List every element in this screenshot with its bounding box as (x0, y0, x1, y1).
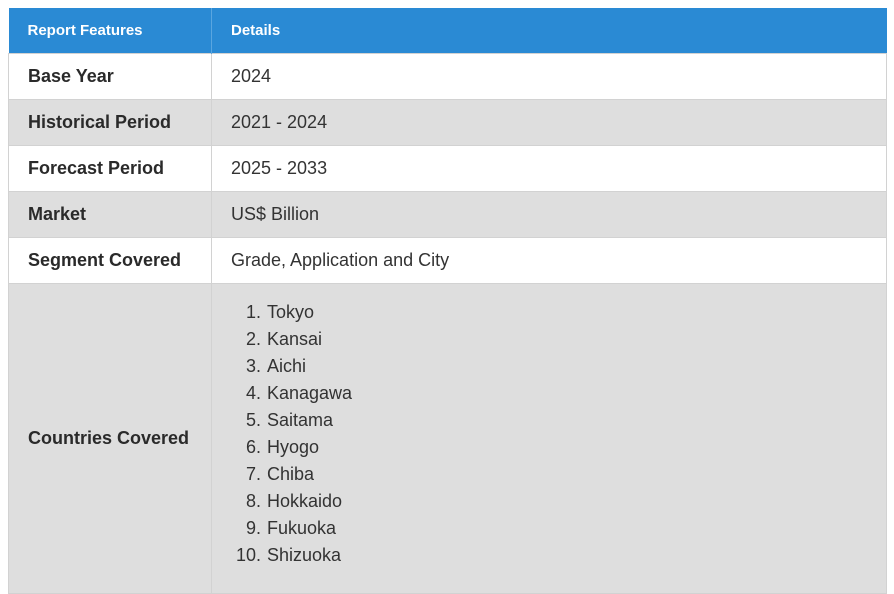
list-item: Aichi (246, 353, 307, 380)
detail-value: 2024 (211, 52, 887, 100)
table-row-countries-covered: Countries Covered Tokyo Kansai Aichi Kan… (8, 282, 887, 594)
feature-label: Base Year (8, 52, 212, 100)
list-item: Fukuoka (246, 515, 337, 542)
detail-value: Grade, Application and City (211, 236, 887, 284)
list-item: Kanagawa (246, 380, 353, 407)
table-row-segment-covered: Segment Covered Grade, Application and C… (8, 236, 887, 284)
header-report-features: Report Features (8, 8, 212, 53)
report-features-table: Report Features Details Base Year 2024 H… (8, 8, 887, 594)
feature-label: Countries Covered (8, 282, 212, 594)
list-item: Hyogo (246, 434, 320, 461)
table-row-historical-period: Historical Period 2021 - 2024 (8, 98, 887, 146)
feature-label: Forecast Period (8, 144, 212, 192)
list-item: Hokkaido (246, 488, 343, 515)
feature-label: Market (8, 190, 212, 238)
table-row-base-year: Base Year 2024 (8, 52, 887, 100)
detail-value: 2025 - 2033 (211, 144, 887, 192)
list-item: Kansai (246, 326, 323, 353)
detail-value: 2021 - 2024 (211, 98, 887, 146)
table-row-market: Market US$ Billion (8, 190, 887, 238)
table-header-row: Report Features Details (8, 8, 887, 53)
cities-list: Tokyo Kansai Aichi Kanagawa Saitama Hyog… (231, 289, 886, 587)
header-details: Details (211, 8, 887, 53)
list-item: Shizuoka (236, 542, 342, 569)
list-item: Saitama (246, 407, 334, 434)
list-item: Chiba (246, 461, 315, 488)
list-item: Tokyo (246, 299, 315, 326)
detail-value-list: Tokyo Kansai Aichi Kanagawa Saitama Hyog… (211, 282, 887, 594)
report-features-table-container: Report Features Details Base Year 2024 H… (8, 8, 887, 594)
detail-value: US$ Billion (211, 190, 887, 238)
table-row-forecast-period: Forecast Period 2025 - 2033 (8, 144, 887, 192)
feature-label: Historical Period (8, 98, 212, 146)
feature-label: Segment Covered (8, 236, 212, 284)
